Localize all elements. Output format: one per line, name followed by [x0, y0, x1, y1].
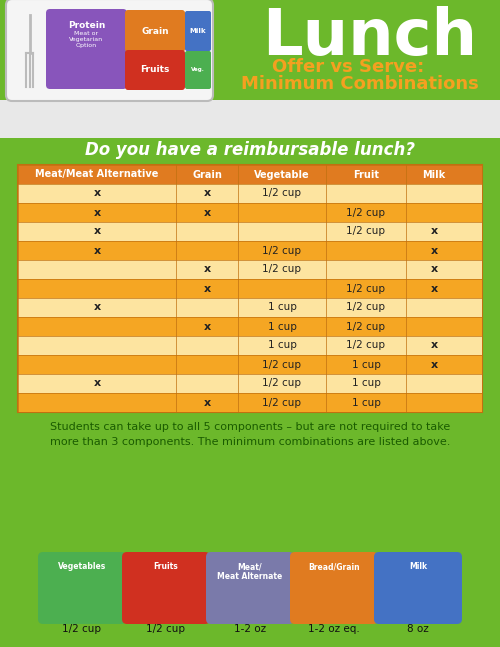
Text: x: x	[204, 188, 210, 199]
Text: Veg.: Veg.	[191, 67, 205, 72]
FancyBboxPatch shape	[374, 552, 462, 624]
Text: x: x	[94, 303, 100, 313]
Text: 1/2 cup: 1/2 cup	[346, 283, 386, 294]
FancyBboxPatch shape	[122, 552, 210, 624]
Text: 1 cup: 1 cup	[268, 322, 296, 331]
FancyBboxPatch shape	[18, 222, 482, 241]
FancyBboxPatch shape	[18, 241, 482, 260]
Text: 1/2 cup: 1/2 cup	[262, 265, 302, 274]
FancyBboxPatch shape	[18, 317, 482, 336]
Text: x: x	[430, 245, 438, 256]
FancyBboxPatch shape	[18, 165, 482, 412]
FancyBboxPatch shape	[18, 165, 482, 184]
Text: 1/2 cup: 1/2 cup	[262, 188, 302, 199]
Text: x: x	[94, 378, 100, 388]
FancyBboxPatch shape	[125, 50, 185, 90]
Text: 1/2 cup: 1/2 cup	[62, 624, 102, 634]
Text: 1/2 cup: 1/2 cup	[262, 378, 302, 388]
Text: x: x	[94, 188, 100, 199]
Text: Minimum Combinations: Minimum Combinations	[241, 75, 479, 93]
Text: 1/2 cup: 1/2 cup	[262, 360, 302, 369]
Text: 1/2 cup: 1/2 cup	[346, 208, 386, 217]
Text: 8 oz: 8 oz	[407, 624, 429, 634]
Text: 1/2 cup: 1/2 cup	[346, 226, 386, 237]
Text: x: x	[430, 283, 438, 294]
FancyBboxPatch shape	[206, 552, 294, 624]
Text: x: x	[204, 322, 210, 331]
Text: Bread/Grain: Bread/Grain	[308, 562, 360, 571]
FancyBboxPatch shape	[0, 100, 500, 138]
Text: Meat/
Meat Alternate: Meat/ Meat Alternate	[218, 562, 282, 582]
Text: x: x	[204, 265, 210, 274]
FancyBboxPatch shape	[185, 11, 211, 51]
Text: Lunch: Lunch	[262, 6, 478, 68]
Text: Fruit: Fruit	[353, 170, 379, 179]
Text: Do you have a reimbursable lunch?: Do you have a reimbursable lunch?	[85, 141, 415, 159]
FancyBboxPatch shape	[38, 552, 126, 624]
Text: Grain: Grain	[192, 170, 222, 179]
FancyBboxPatch shape	[290, 552, 378, 624]
Text: x: x	[204, 208, 210, 217]
Text: Grain: Grain	[141, 27, 169, 36]
Text: 1 cup: 1 cup	[268, 303, 296, 313]
Text: Milk: Milk	[409, 562, 427, 571]
Text: 1/2 cup: 1/2 cup	[346, 322, 386, 331]
Text: Students can take up to all 5 components – but are not required to take
more tha: Students can take up to all 5 components…	[50, 422, 450, 447]
Text: 1 cup: 1 cup	[352, 378, 380, 388]
Text: Milk: Milk	[422, 170, 446, 179]
Text: 1 cup: 1 cup	[268, 340, 296, 351]
Text: x: x	[430, 360, 438, 369]
FancyBboxPatch shape	[46, 9, 127, 89]
Text: x: x	[430, 226, 438, 237]
Text: x: x	[94, 245, 100, 256]
FancyBboxPatch shape	[18, 355, 482, 374]
FancyBboxPatch shape	[18, 336, 482, 355]
FancyBboxPatch shape	[0, 0, 500, 100]
FancyBboxPatch shape	[18, 374, 482, 393]
FancyBboxPatch shape	[18, 260, 482, 279]
Text: x: x	[94, 208, 100, 217]
Text: Fruits: Fruits	[140, 65, 170, 74]
Text: x: x	[430, 265, 438, 274]
Text: Vegetable: Vegetable	[254, 170, 310, 179]
Text: 1 cup: 1 cup	[352, 360, 380, 369]
FancyBboxPatch shape	[125, 10, 185, 52]
Text: 1/2 cup: 1/2 cup	[146, 624, 186, 634]
FancyBboxPatch shape	[18, 298, 482, 317]
Text: Meat/Meat Alternative: Meat/Meat Alternative	[36, 170, 158, 179]
Text: Offer vs Serve:: Offer vs Serve:	[272, 58, 424, 76]
FancyBboxPatch shape	[18, 203, 482, 222]
FancyBboxPatch shape	[18, 393, 482, 412]
Text: 1/2 cup: 1/2 cup	[262, 245, 302, 256]
Text: 1-2 oz eq.: 1-2 oz eq.	[308, 624, 360, 634]
Text: 1/2 cup: 1/2 cup	[262, 397, 302, 408]
Text: 1 cup: 1 cup	[352, 397, 380, 408]
Text: x: x	[204, 397, 210, 408]
FancyBboxPatch shape	[18, 184, 482, 203]
Text: Protein: Protein	[68, 21, 105, 30]
Text: Milk: Milk	[190, 28, 206, 34]
Text: 1/2 cup: 1/2 cup	[346, 303, 386, 313]
FancyBboxPatch shape	[185, 51, 211, 89]
Text: x: x	[430, 340, 438, 351]
Text: 1-2 oz: 1-2 oz	[234, 624, 266, 634]
FancyBboxPatch shape	[18, 279, 482, 298]
Text: x: x	[94, 226, 100, 237]
Text: Fruits: Fruits	[154, 562, 178, 571]
Text: Vegetables: Vegetables	[58, 562, 106, 571]
FancyBboxPatch shape	[6, 0, 213, 101]
Text: x: x	[204, 283, 210, 294]
Text: Meat or
Vegetarian
Option: Meat or Vegetarian Option	[70, 31, 103, 49]
Text: 1/2 cup: 1/2 cup	[346, 340, 386, 351]
